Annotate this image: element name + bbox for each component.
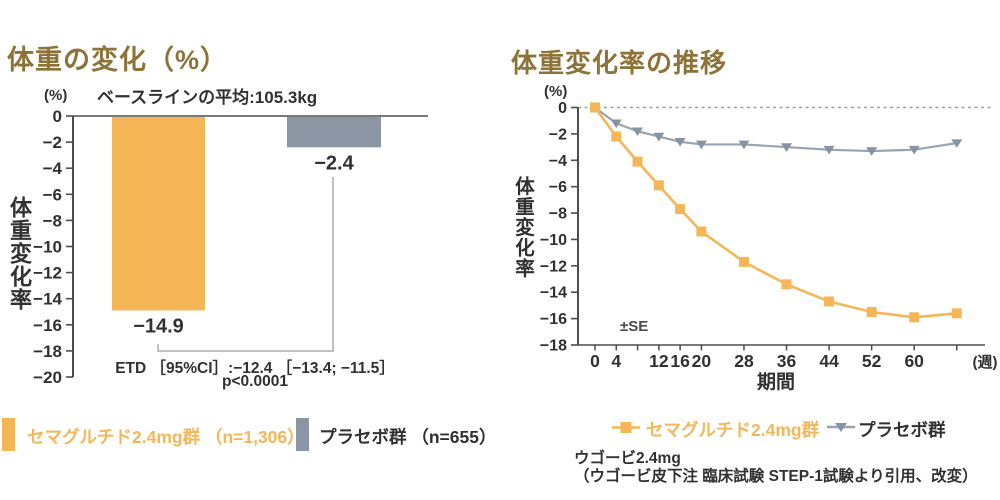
svg-text:−4: −4 xyxy=(549,153,567,170)
square-marker xyxy=(738,256,749,267)
source-note-line1: ウゴービ2.4mg xyxy=(574,450,681,467)
svg-text:20: 20 xyxy=(692,351,712,371)
p-value-annotation: p<0.0001 xyxy=(222,373,288,390)
triangle-marker xyxy=(823,145,835,155)
etd-annotation: ETD ［95%CI］:−12.4 ［−13.4; −11.5］ xyxy=(115,360,395,377)
legend-label-placebo-line: プラセボ群 xyxy=(858,420,946,440)
svg-text:−18: −18 xyxy=(33,342,62,361)
left-y-axis-unit: (%) xyxy=(44,87,68,104)
right-chart-title: 体重変化率の推移 xyxy=(511,48,728,78)
svg-text:−2: −2 xyxy=(549,126,567,143)
svg-text:−16: −16 xyxy=(33,316,62,335)
square-marker xyxy=(824,296,835,307)
svg-text:−8: −8 xyxy=(549,206,567,223)
se-note: ±SE xyxy=(620,318,649,335)
right-y-axis-unit: (%) xyxy=(544,83,568,100)
x-axis-label: 期間 xyxy=(756,372,795,393)
svg-text:−14: −14 xyxy=(33,290,62,309)
square-marker xyxy=(675,204,686,215)
baseline-average-label: ベースラインの平均:105.3kg xyxy=(97,88,318,107)
comparison-bracket xyxy=(157,177,334,352)
legend-label-semaglutide-line: セマグルチド2.4mg群 xyxy=(646,420,820,440)
svg-text:36: 36 xyxy=(777,351,797,371)
svg-text:16: 16 xyxy=(670,351,690,371)
svg-text:−12: −12 xyxy=(33,264,62,283)
square-marker xyxy=(632,156,643,167)
right-y-axis-label: 体重変化率 xyxy=(511,176,534,279)
svg-text:−18: −18 xyxy=(540,338,567,355)
triangle-marker xyxy=(674,138,686,147)
bar-value-label: −14.9 xyxy=(133,315,184,337)
svg-text:12: 12 xyxy=(649,351,669,371)
svg-text:−10: −10 xyxy=(33,238,62,257)
triangle-marker xyxy=(908,145,920,155)
square-marker xyxy=(951,308,962,319)
svg-text:0: 0 xyxy=(53,107,62,126)
triangle-marker xyxy=(695,140,707,150)
triangle-marker xyxy=(738,140,750,150)
svg-text:4: 4 xyxy=(611,351,621,371)
legend-marker-placebo xyxy=(827,423,855,432)
svg-text:0: 0 xyxy=(590,351,600,371)
square-marker xyxy=(590,102,600,113)
svg-text:−6: −6 xyxy=(549,179,567,196)
svg-text:−16: −16 xyxy=(540,311,567,328)
square-marker xyxy=(611,131,622,142)
svg-text:−20: −20 xyxy=(33,368,62,387)
legend-label-placebo: プラセボ群 （n=655） xyxy=(319,427,497,447)
svg-text:−14: −14 xyxy=(540,285,567,302)
svg-text:−2: −2 xyxy=(43,133,62,152)
square-marker xyxy=(909,312,920,323)
legend-swatch-semaglutide xyxy=(2,418,15,451)
svg-text:−8: −8 xyxy=(43,211,62,230)
square-marker xyxy=(696,226,707,237)
triangle-marker xyxy=(866,147,878,156)
bar-placebo xyxy=(287,117,381,148)
series-line-placebo xyxy=(594,106,957,153)
square-marker xyxy=(781,279,792,290)
triangle-marker xyxy=(951,139,963,148)
triangle-marker xyxy=(653,132,665,142)
legend-marker-semaglutide xyxy=(612,422,640,433)
square-marker xyxy=(653,180,664,191)
bar-chart: 0 −2 −4 −6 −8 −10 −12 −14 −16 −18 −20 −14.9 −2.4 xyxy=(33,107,428,387)
left-y-axis-label: 体重変化率 xyxy=(7,196,32,311)
bar-semaglutide xyxy=(112,117,205,311)
line-chart: 0−2−4−6−8−10−12−14−16−180 4 12 16 20 28 36 44 52… xyxy=(540,100,998,371)
svg-text:−12: −12 xyxy=(540,258,567,275)
svg-text:28: 28 xyxy=(734,351,754,371)
left-chart-title: 体重の変化（%） xyxy=(7,45,229,75)
svg-text:−4: −4 xyxy=(43,159,63,178)
svg-text:0: 0 xyxy=(558,100,567,117)
svg-text:60: 60 xyxy=(904,351,924,371)
legend-label-semaglutide: セマグルチド2.4mg群 （n=1,306） xyxy=(27,427,305,447)
x-axis-unit: (週) xyxy=(973,354,998,371)
square-marker xyxy=(866,307,877,318)
series-line-semaglutide xyxy=(593,106,957,319)
triangle-marker xyxy=(632,127,644,137)
triangle-marker xyxy=(610,119,622,129)
svg-text:52: 52 xyxy=(862,351,882,371)
svg-text:44: 44 xyxy=(819,351,839,371)
svg-text:−6: −6 xyxy=(43,185,62,204)
triangle-marker xyxy=(781,143,793,152)
bar-value-label: −2.4 xyxy=(314,152,354,174)
source-note-line2: （ウゴービ皮下注 臨床試験 STEP-1試験より引用、改変） xyxy=(574,468,978,485)
svg-text:−10: −10 xyxy=(540,232,567,249)
legend-swatch-placebo xyxy=(296,418,309,451)
